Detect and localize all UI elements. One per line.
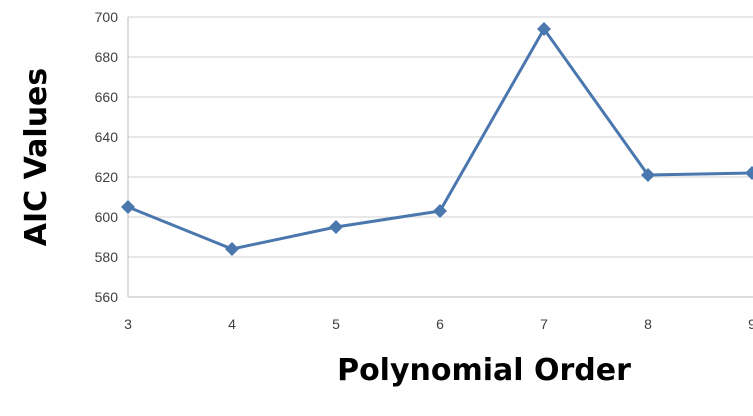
x-tick-label: 5 (332, 316, 340, 332)
y-axis-title: AIC Values (19, 68, 54, 247)
data-point-9 (745, 166, 753, 180)
y-tick-label: 580 (95, 249, 119, 265)
x-axis-title: Polynomial Order (337, 353, 631, 388)
data-point-7 (537, 22, 551, 36)
y-tick-label: 660 (95, 89, 119, 105)
x-tick-label: 9 (748, 316, 753, 332)
y-tick-label: 620 (95, 169, 119, 185)
data-point-6 (433, 204, 447, 218)
x-tick-label: 3 (124, 316, 132, 332)
gridlines (127, 16, 753, 298)
y-tick-label: 560 (95, 289, 119, 305)
y-tick-labels: 560 580 600 620 640 660 680 700 (95, 9, 119, 305)
y-tick-label: 640 (95, 129, 119, 145)
data-point-5 (329, 220, 343, 234)
x-tick-label: 6 (436, 316, 444, 332)
x-tick-label: 7 (540, 316, 548, 332)
series-layer (121, 22, 753, 256)
data-point-8 (641, 168, 655, 182)
x-tick-label: 8 (644, 316, 652, 332)
data-point-4 (225, 242, 239, 256)
data-point-3 (121, 200, 135, 214)
y-tick-label: 600 (95, 209, 119, 225)
y-tick-label: 700 (95, 9, 119, 25)
x-tick-labels: 3 4 5 6 7 8 9 (124, 316, 753, 332)
x-tick-label: 4 (228, 316, 236, 332)
y-tick-label: 680 (95, 49, 119, 65)
